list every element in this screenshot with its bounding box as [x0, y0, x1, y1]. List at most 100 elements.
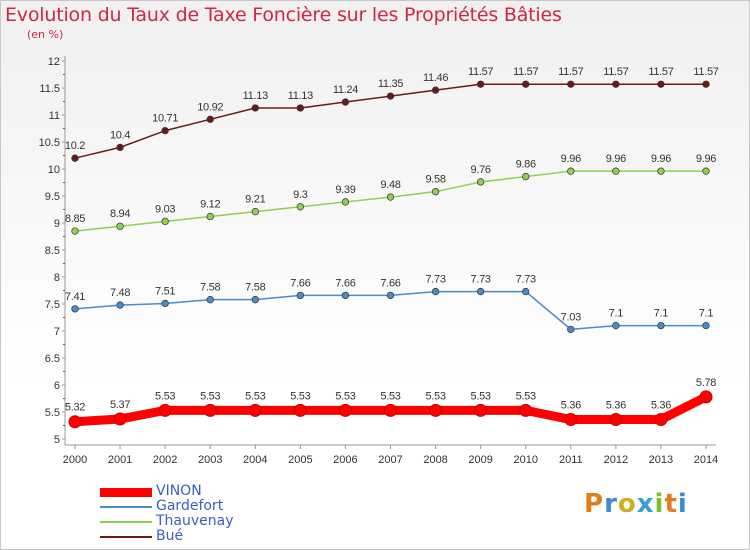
data-point-gardefort — [296, 291, 305, 300]
data-point-gardefort — [431, 287, 440, 296]
data-label-gardefort: 7.58 — [200, 282, 220, 294]
data-label-bu-: 11.57 — [513, 66, 538, 78]
y-tick-label: 10 — [48, 164, 60, 176]
data-label-bu-: 10.4 — [110, 129, 130, 141]
data-point-gardefort — [567, 325, 575, 334]
data-point-bu- — [116, 143, 124, 152]
x-tick-label: 2010 — [513, 454, 537, 466]
data-point-vinon — [609, 413, 623, 427]
data-point-gardefort — [116, 301, 124, 309]
data-point-thauvenay — [386, 193, 395, 201]
data-point-bu- — [522, 80, 530, 88]
data-point-gardefort — [251, 296, 259, 304]
data-label-gardefort: 7.51 — [155, 285, 175, 297]
x-tick-label: 2009 — [468, 454, 492, 466]
y-tick-label: 5 — [54, 434, 60, 446]
data-point-vinon — [654, 413, 668, 427]
data-point-gardefort — [386, 291, 395, 300]
data-label-vinon: 5.53 — [380, 390, 400, 402]
data-label-bu-: 11.13 — [288, 90, 313, 102]
data-label-vinon: 5.53 — [245, 390, 265, 402]
data-label-bu-: 10.2 — [65, 140, 85, 152]
x-tick-label: 2013 — [649, 454, 673, 466]
data-label-vinon: 5.36 — [561, 400, 581, 412]
y-tick-label: 12 — [48, 56, 60, 68]
data-point-vinon — [248, 403, 262, 417]
x-tick-label: 2014 — [694, 454, 718, 466]
data-label-thauvenay: 9.76 — [471, 164, 491, 176]
data-label-thauvenay: 9.58 — [425, 174, 445, 186]
data-label-vinon: 5.36 — [651, 400, 671, 412]
data-label-thauvenay: 9.96 — [561, 153, 581, 165]
data-point-vinon — [68, 415, 82, 429]
data-point-bu- — [71, 154, 79, 162]
data-label-bu-: 11.57 — [603, 66, 628, 78]
data-label-gardefort: 7.73 — [471, 274, 491, 286]
data-label-vinon: 5.53 — [155, 390, 175, 402]
proxiti-logo: Proxiti — [584, 489, 688, 519]
data-point-vinon — [564, 413, 578, 427]
data-label-vinon: 5.78 — [696, 377, 716, 389]
data-point-bu- — [476, 80, 485, 88]
data-point-bu- — [386, 92, 395, 100]
data-point-thauvenay — [296, 203, 305, 211]
data-label-thauvenay: 9.48 — [380, 179, 400, 191]
y-tick-label: 11.5 — [39, 83, 60, 95]
y-tick-label: 7.5 — [45, 299, 60, 311]
y-tick-label: 9 — [54, 218, 60, 230]
data-label-thauvenay: 9.03 — [155, 203, 175, 215]
data-point-thauvenay — [116, 222, 124, 230]
data-point-thauvenay — [341, 198, 350, 206]
data-label-thauvenay: 9.86 — [516, 159, 536, 171]
data-label-thauvenay: 9.96 — [651, 153, 671, 165]
data-label-gardefort: 7.1 — [654, 308, 669, 320]
data-label-gardefort: 7.48 — [110, 287, 130, 299]
data-point-gardefort — [612, 321, 620, 330]
data-point-gardefort — [657, 321, 665, 330]
data-point-bu- — [206, 115, 214, 123]
y-tick-label: 6.5 — [45, 353, 60, 365]
legend-label-gardefort: Gardefort — [156, 498, 224, 514]
data-label-vinon: 5.32 — [65, 402, 85, 414]
x-tick-label: 2003 — [198, 454, 222, 466]
data-point-vinon — [293, 403, 307, 417]
data-point-thauvenay — [567, 167, 575, 175]
data-label-bu-: 11.24 — [333, 84, 358, 96]
y-tick-label: 10.5 — [39, 137, 60, 149]
data-label-vinon: 5.53 — [200, 390, 220, 402]
x-tick-label: 2004 — [243, 454, 267, 466]
x-tick-label: 2006 — [333, 454, 357, 466]
data-label-bu-: 10.92 — [197, 101, 223, 113]
data-point-bu- — [251, 104, 259, 112]
legend-swatch-gardefort — [100, 506, 152, 508]
data-label-thauvenay: 8.85 — [65, 213, 85, 225]
data-point-vinon — [384, 403, 397, 417]
data-label-gardefort: 7.41 — [65, 291, 85, 303]
data-point-thauvenay — [71, 227, 79, 235]
data-label-thauvenay: 9.21 — [245, 194, 265, 206]
data-point-bu- — [657, 80, 665, 88]
legend-label-vinon: VINON — [156, 483, 202, 499]
data-label-thauvenay: 9.96 — [606, 153, 626, 165]
data-point-vinon — [699, 390, 713, 404]
data-point-bu- — [702, 80, 710, 88]
data-point-gardefort — [161, 299, 169, 308]
x-tick-label: 2011 — [559, 454, 583, 466]
data-label-vinon: 5.53 — [425, 390, 445, 402]
data-point-vinon — [474, 403, 488, 417]
data-label-bu-: 11.57 — [468, 66, 493, 78]
data-label-vinon: 5.53 — [335, 390, 355, 402]
data-point-bu- — [341, 98, 350, 106]
data-label-vinon: 5.53 — [290, 390, 310, 402]
data-point-bu- — [161, 127, 169, 135]
chart-unit: (en %) — [27, 28, 64, 41]
data-label-thauvenay: 9.12 — [200, 199, 220, 211]
data-label-thauvenay: 9.39 — [335, 184, 355, 196]
data-label-gardefort: 7.1 — [699, 308, 714, 320]
data-label-bu-: 11.57 — [558, 66, 583, 78]
y-tick-label: 6 — [54, 380, 60, 392]
data-label-gardefort: 7.73 — [516, 274, 536, 286]
data-label-thauvenay: 9.96 — [696, 153, 716, 165]
y-tick-label: 9.5 — [45, 191, 60, 203]
data-point-gardefort — [71, 305, 79, 313]
